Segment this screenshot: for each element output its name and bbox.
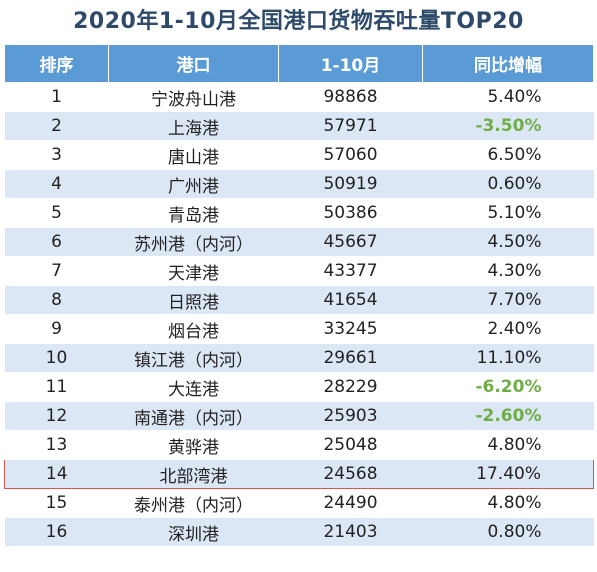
port-cell: 北部湾港 [108, 459, 279, 489]
volume-cell: 24490 [278, 488, 423, 518]
table-row: 1 宁波舟山港 98868 5.40% [4, 82, 594, 112]
port-cell: 南通港（内河） [108, 401, 279, 431]
volume-cell: 98868 [278, 82, 423, 112]
volume-cell: 21403 [278, 517, 423, 547]
volume-cell: 41654 [278, 285, 423, 315]
table-row: 15 泰州港（内河） 24490 4.80% [4, 488, 594, 518]
page-title: 2020年1-10月全国港口货物吞吐量TOP20 [73, 9, 524, 34]
rank-cell: 8 [4, 285, 109, 315]
table-row: 6 苏州港（内河） 45667 4.50% [4, 227, 594, 257]
rank-cell: 15 [4, 488, 109, 518]
port-cell: 日照港 [108, 285, 279, 315]
port-cell: 苏州港（内河） [108, 227, 279, 257]
table-row: 9 烟台港 33245 2.40% [4, 314, 594, 344]
port-cell: 青岛港 [108, 198, 279, 228]
volume-cell: 25903 [278, 401, 423, 431]
port-cell: 黄骅港 [108, 430, 279, 460]
growth-cell: -2.60% [422, 401, 594, 431]
table-row: 14 北部湾港 24568 17.40% [4, 459, 594, 489]
rank-cell: 9 [4, 314, 109, 344]
rank-cell: 12 [4, 401, 109, 431]
rank-cell: 4 [4, 169, 109, 199]
volume-cell: 25048 [278, 430, 423, 460]
table-row: 2 上海港 57971 -3.50% [4, 111, 594, 141]
volume-cell: 57060 [278, 140, 423, 170]
table-row: 11 大连港 28229 -6.20% [4, 372, 594, 402]
growth-cell: 5.10% [422, 198, 594, 228]
table-row: 10 镇江港（内河） 29661 11.10% [4, 343, 594, 373]
growth-cell: 0.60% [422, 169, 594, 199]
rank-cell: 7 [4, 256, 109, 286]
port-cell: 广州港 [108, 169, 279, 199]
port-cell: 唐山港 [108, 140, 279, 170]
growth-cell: 4.30% [422, 256, 594, 286]
rank-cell: 16 [4, 517, 109, 547]
volume-cell: 28229 [278, 372, 423, 402]
table-row: 16 深圳港 21403 0.80% [4, 517, 594, 547]
table-row: 7 天津港 43377 4.30% [4, 256, 594, 286]
port-ranking-table: 排序 港口 1-10月 同比增幅 1 宁波舟山港 98868 5.40% 2 上海港 579… [4, 44, 594, 547]
rank-cell: 3 [4, 140, 109, 170]
port-cell: 泰州港（内河） [108, 488, 279, 518]
volume-cell: 45667 [278, 227, 423, 257]
rank-cell: 13 [4, 430, 109, 460]
rank-cell: 14 [4, 459, 109, 489]
growth-cell: 7.70% [422, 285, 594, 315]
volume-cell: 29661 [278, 343, 423, 373]
volume-cell: 57971 [278, 111, 423, 141]
growth-cell: -3.50% [422, 111, 594, 141]
rank-cell: 10 [4, 343, 109, 373]
table-header-row: 排序 港口 1-10月 同比增幅 [4, 44, 594, 83]
table-row: 3 唐山港 57060 6.50% [4, 140, 594, 170]
growth-cell: 11.10% [422, 343, 594, 373]
rank-cell: 1 [4, 82, 109, 112]
growth-cell: 0.80% [422, 517, 594, 547]
volume-cell: 33245 [278, 314, 423, 344]
table-row: 8 日照港 41654 7.70% [4, 285, 594, 315]
growth-cell: 4.80% [422, 430, 594, 460]
volume-cell: 50919 [278, 169, 423, 199]
volume-cell: 24568 [278, 459, 423, 489]
port-cell: 大连港 [108, 372, 279, 402]
table-row: 5 青岛港 50386 5.10% [4, 198, 594, 228]
growth-cell: 17.40% [422, 459, 594, 489]
port-cell: 烟台港 [108, 314, 279, 344]
growth-cell: 6.50% [422, 140, 594, 170]
growth-cell: 4.80% [422, 488, 594, 518]
table-row: 13 黄骅港 25048 4.80% [4, 430, 594, 460]
column-header-rank: 排序 [4, 44, 109, 83]
column-header-port: 港口 [108, 44, 279, 83]
table-row: 12 南通港（内河） 25903 -2.60% [4, 401, 594, 431]
rank-cell: 11 [4, 372, 109, 402]
rank-cell: 2 [4, 111, 109, 141]
rank-cell: 6 [4, 227, 109, 257]
growth-cell: 2.40% [422, 314, 594, 344]
port-cell: 宁波舟山港 [108, 82, 279, 112]
table-row: 4 广州港 50919 0.60% [4, 169, 594, 199]
growth-cell: -6.20% [422, 372, 594, 402]
growth-cell: 5.40% [422, 82, 594, 112]
growth-cell: 4.50% [422, 227, 594, 257]
port-cell: 天津港 [108, 256, 279, 286]
column-header-volume: 1-10月 [278, 44, 423, 83]
rank-cell: 5 [4, 198, 109, 228]
port-cell: 镇江港（内河） [108, 343, 279, 373]
volume-cell: 43377 [278, 256, 423, 286]
port-cell: 深圳港 [108, 517, 279, 547]
column-header-growth: 同比增幅 [422, 44, 594, 83]
volume-cell: 50386 [278, 198, 423, 228]
port-cell: 上海港 [108, 111, 279, 141]
